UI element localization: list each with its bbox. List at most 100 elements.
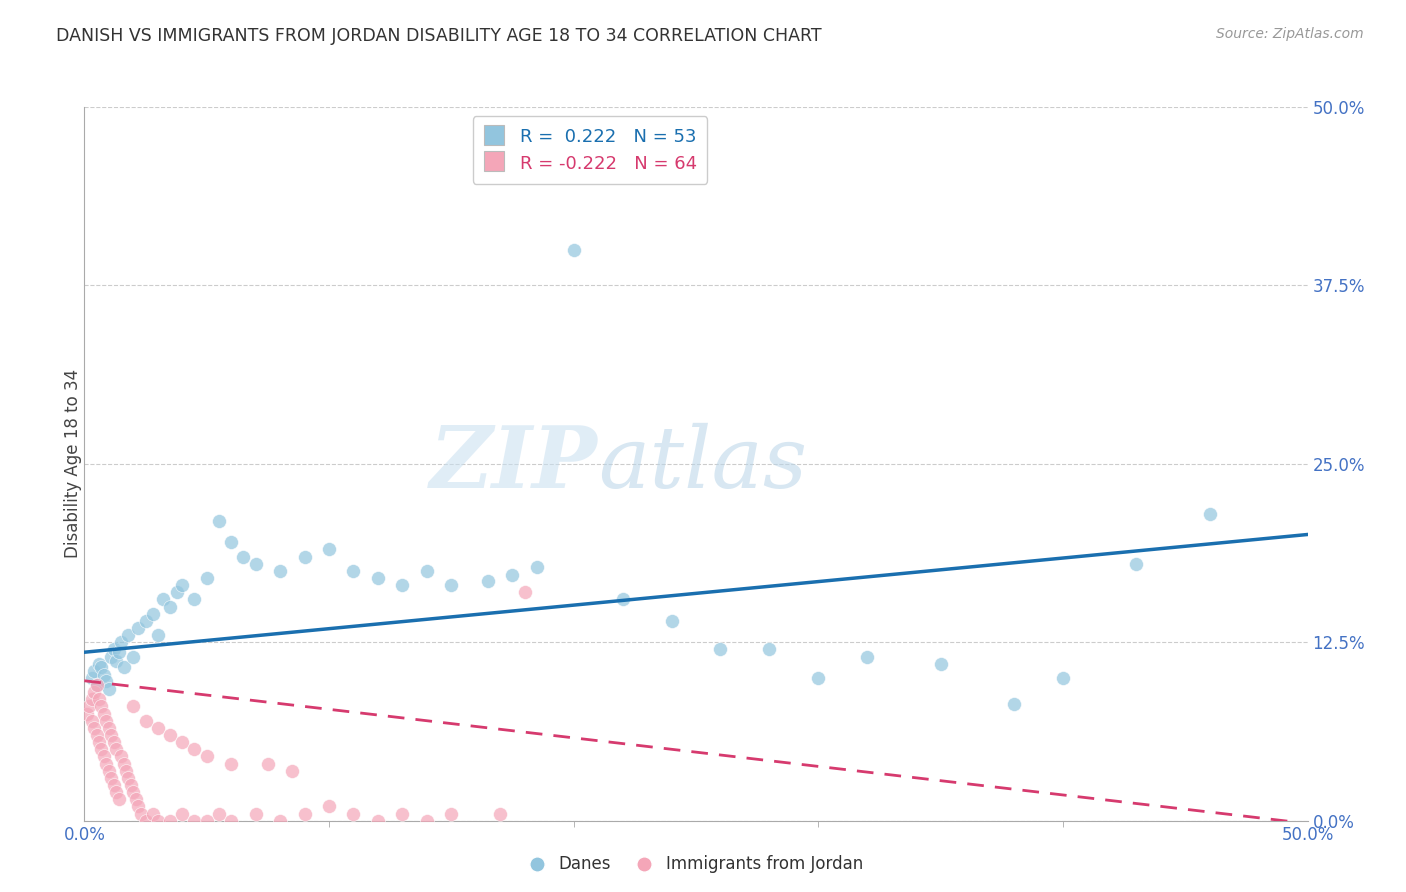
Point xyxy=(103,642,125,657)
Point xyxy=(232,549,254,564)
Point xyxy=(183,814,205,828)
Point xyxy=(166,585,188,599)
Point xyxy=(929,657,952,671)
Point xyxy=(107,792,129,806)
Point xyxy=(758,642,780,657)
Point xyxy=(146,628,169,642)
Point xyxy=(440,578,463,592)
Point xyxy=(172,578,194,592)
Point xyxy=(391,806,413,821)
Point xyxy=(105,742,128,756)
Point xyxy=(440,806,463,821)
Point xyxy=(110,635,132,649)
Point xyxy=(90,742,112,756)
Point xyxy=(129,806,152,821)
Text: ZIP: ZIP xyxy=(430,422,598,506)
Point xyxy=(318,542,340,557)
Point xyxy=(122,699,145,714)
Point xyxy=(117,771,139,785)
Point xyxy=(183,592,205,607)
Point xyxy=(513,585,536,599)
Point xyxy=(219,814,242,828)
Point xyxy=(90,659,112,673)
Point xyxy=(103,735,125,749)
Point xyxy=(96,673,118,688)
Point xyxy=(245,557,267,571)
Point xyxy=(245,806,267,821)
Point xyxy=(807,671,830,685)
Point xyxy=(416,564,439,578)
Point xyxy=(115,764,138,778)
Point xyxy=(100,649,122,664)
Point xyxy=(195,571,218,585)
Point xyxy=(146,721,169,735)
Point xyxy=(142,607,165,621)
Point xyxy=(269,564,291,578)
Point xyxy=(100,771,122,785)
Point xyxy=(97,682,120,697)
Point xyxy=(526,559,548,574)
Point xyxy=(93,749,115,764)
Point xyxy=(562,243,585,257)
Point xyxy=(294,806,316,821)
Point xyxy=(219,756,242,771)
Text: Source: ZipAtlas.com: Source: ZipAtlas.com xyxy=(1216,27,1364,41)
Point xyxy=(195,814,218,828)
Point xyxy=(93,706,115,721)
Point xyxy=(96,756,118,771)
Point xyxy=(159,814,181,828)
Point xyxy=(117,628,139,642)
Point xyxy=(87,735,110,749)
Point xyxy=(159,728,181,742)
Point xyxy=(477,574,499,588)
Text: DANISH VS IMMIGRANTS FROM JORDAN DISABILITY AGE 18 TO 34 CORRELATION CHART: DANISH VS IMMIGRANTS FROM JORDAN DISABIL… xyxy=(56,27,823,45)
Text: atlas: atlas xyxy=(598,423,807,505)
Point xyxy=(367,571,389,585)
Point xyxy=(1002,697,1025,711)
Point xyxy=(77,699,100,714)
Point xyxy=(294,549,316,564)
Point xyxy=(183,742,205,756)
Point xyxy=(1125,557,1147,571)
Point xyxy=(122,785,145,799)
Point xyxy=(342,564,364,578)
Point xyxy=(342,806,364,821)
Point xyxy=(269,814,291,828)
Point xyxy=(318,799,340,814)
Point xyxy=(125,792,148,806)
Point xyxy=(76,706,98,721)
Point xyxy=(172,735,194,749)
Legend: Danes, Immigrants from Jordan: Danes, Immigrants from Jordan xyxy=(522,849,870,880)
Point xyxy=(107,645,129,659)
Point xyxy=(502,568,524,582)
Point xyxy=(112,659,135,673)
Point xyxy=(80,714,103,728)
Point xyxy=(83,721,105,735)
Point xyxy=(208,514,231,528)
Point xyxy=(122,649,145,664)
Point xyxy=(159,599,181,614)
Point xyxy=(172,806,194,821)
Point xyxy=(135,614,157,628)
Point xyxy=(105,785,128,799)
Point xyxy=(87,692,110,706)
Point xyxy=(100,728,122,742)
Point xyxy=(612,592,634,607)
Point xyxy=(257,756,280,771)
Point xyxy=(127,621,149,635)
Point xyxy=(120,778,142,792)
Point xyxy=(219,535,242,549)
Point xyxy=(1198,507,1220,521)
Point xyxy=(1052,671,1074,685)
Point xyxy=(416,814,439,828)
Point xyxy=(281,764,304,778)
Point xyxy=(135,714,157,728)
Point xyxy=(83,664,105,678)
Point xyxy=(152,592,174,607)
Point xyxy=(135,814,157,828)
Point xyxy=(856,649,879,664)
Point xyxy=(93,668,115,682)
Point xyxy=(97,721,120,735)
Point xyxy=(391,578,413,592)
Point xyxy=(87,657,110,671)
